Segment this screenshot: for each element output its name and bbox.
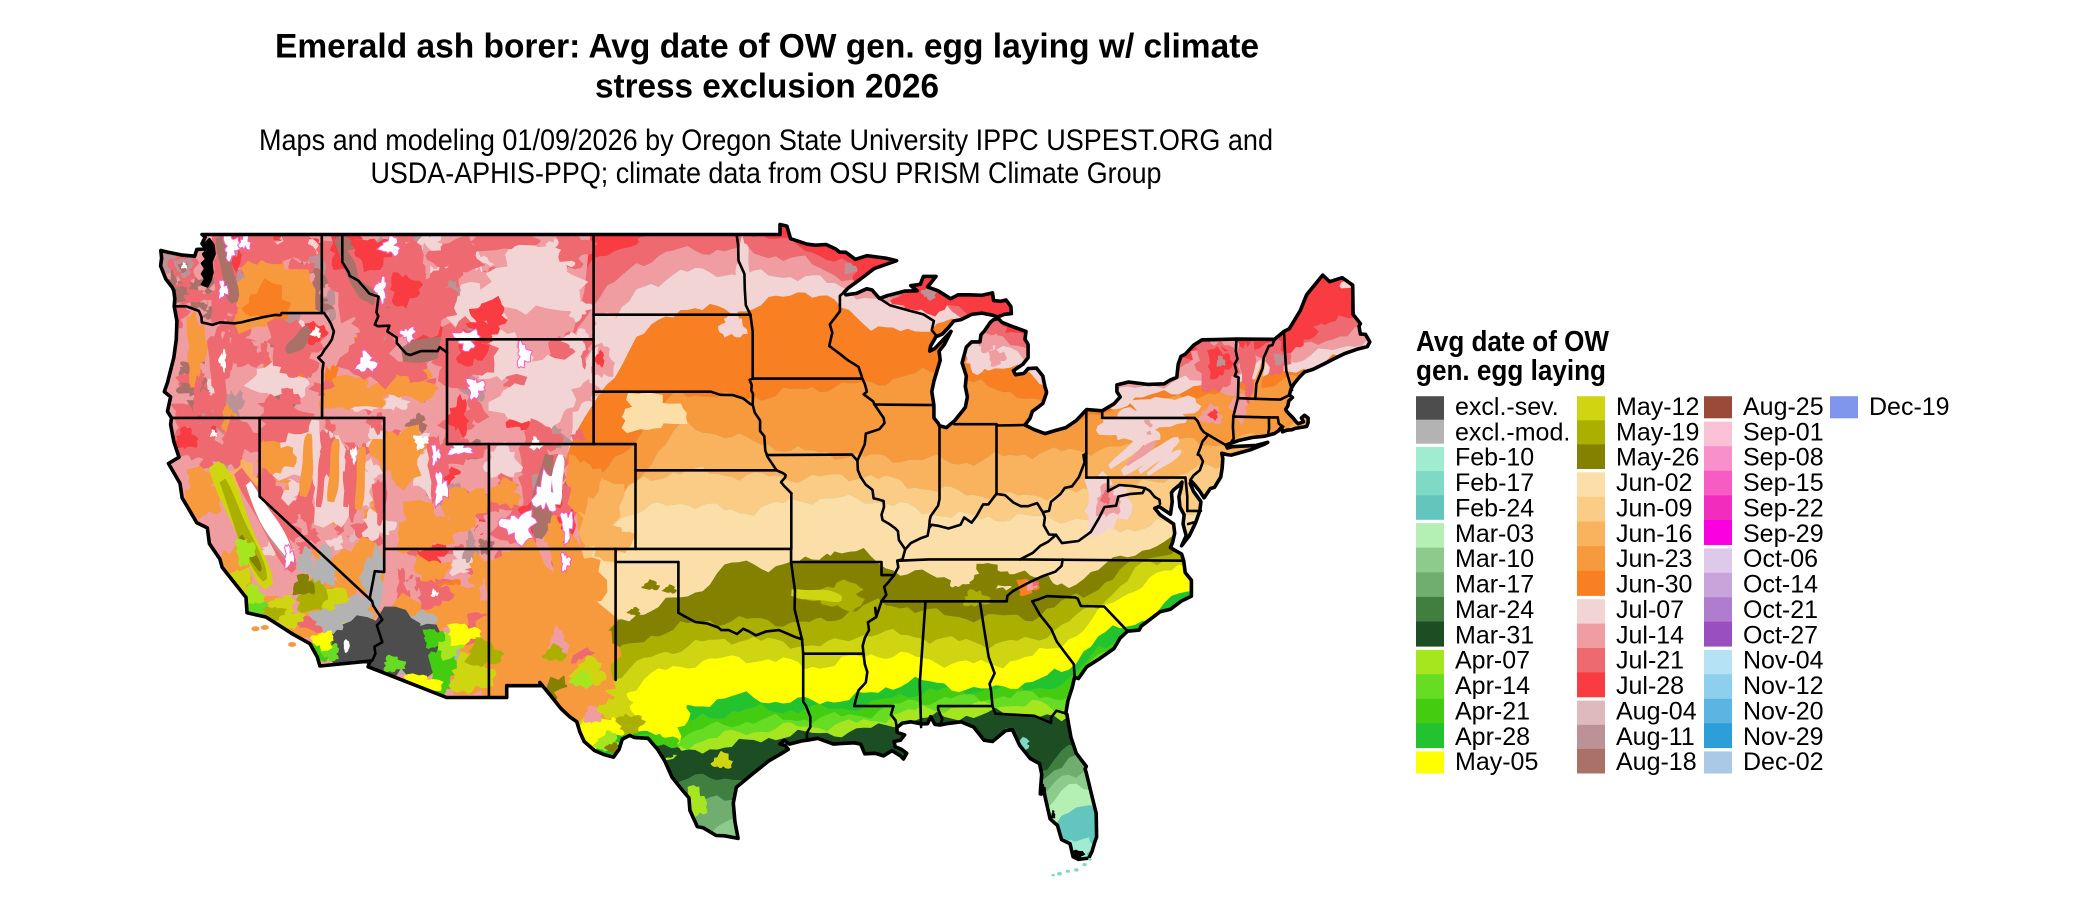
svg-text:USDA-APHIS-PPQ; climate data f: USDA-APHIS-PPQ; climate data from OSU PR… — [371, 157, 1162, 190]
svg-text:Maps and modeling 01/09/2026 b: Maps and modeling 01/09/2026 by Oregon S… — [259, 124, 1273, 157]
svg-text:gen. egg laying: gen. egg laying — [1416, 355, 1606, 387]
svg-text:Mar-17: Mar-17 — [1455, 571, 1534, 599]
svg-text:Oct-06: Oct-06 — [1743, 545, 1818, 573]
svg-text:Aug-18: Aug-18 — [1616, 748, 1697, 776]
svg-text:Oct-27: Oct-27 — [1743, 621, 1818, 649]
svg-text:Jul-07: Jul-07 — [1616, 596, 1684, 624]
svg-text:Sep-15: Sep-15 — [1743, 469, 1824, 497]
svg-text:Nov-12: Nov-12 — [1743, 672, 1824, 700]
svg-text:Sep-01: Sep-01 — [1743, 418, 1824, 446]
svg-text:Apr-14: Apr-14 — [1455, 672, 1530, 700]
svg-text:stress exclusion 2026: stress exclusion 2026 — [595, 68, 939, 106]
svg-text:Mar-10: Mar-10 — [1455, 545, 1534, 573]
svg-text:Jun-02: Jun-02 — [1616, 469, 1692, 497]
svg-text:Nov-29: Nov-29 — [1743, 723, 1824, 751]
svg-text:May-19: May-19 — [1616, 418, 1699, 446]
svg-text:Apr-28: Apr-28 — [1455, 723, 1530, 751]
svg-text:Feb-24: Feb-24 — [1455, 495, 1534, 523]
svg-text:Dec-19: Dec-19 — [1869, 393, 1950, 421]
svg-text:Dec-02: Dec-02 — [1743, 748, 1824, 776]
svg-text:Jun-23: Jun-23 — [1616, 545, 1692, 573]
svg-text:Apr-07: Apr-07 — [1455, 647, 1530, 675]
svg-text:Emerald ash borer: Avg date of: Emerald ash borer: Avg date of OW gen. e… — [275, 28, 1259, 66]
svg-text:Oct-21: Oct-21 — [1743, 596, 1818, 624]
svg-text:Jun-09: Jun-09 — [1616, 495, 1692, 523]
svg-text:Aug-11: Aug-11 — [1616, 723, 1695, 751]
svg-text:Jun-16: Jun-16 — [1616, 520, 1692, 548]
svg-text:Feb-10: Feb-10 — [1455, 444, 1534, 472]
svg-text:May-26: May-26 — [1616, 444, 1699, 472]
svg-text:Jun-30: Jun-30 — [1616, 571, 1692, 599]
svg-text:Nov-20: Nov-20 — [1743, 697, 1824, 725]
svg-text:Sep-29: Sep-29 — [1743, 520, 1824, 548]
svg-text:Nov-04: Nov-04 — [1743, 647, 1824, 675]
svg-text:Mar-03: Mar-03 — [1455, 520, 1534, 548]
svg-text:Feb-17: Feb-17 — [1455, 469, 1534, 497]
svg-text:Mar-31: Mar-31 — [1455, 621, 1534, 649]
svg-text:Sep-08: Sep-08 — [1743, 444, 1824, 472]
svg-text:May-12: May-12 — [1616, 393, 1699, 421]
svg-text:Jul-21: Jul-21 — [1616, 647, 1684, 675]
svg-text:Aug-25: Aug-25 — [1743, 393, 1824, 421]
svg-text:Apr-21: Apr-21 — [1455, 697, 1530, 725]
svg-text:Jul-28: Jul-28 — [1616, 672, 1684, 700]
svg-text:May-05: May-05 — [1455, 748, 1538, 776]
svg-text:Avg date of OW: Avg date of OW — [1416, 326, 1610, 358]
svg-text:Aug-04: Aug-04 — [1616, 697, 1697, 725]
svg-text:excl.-sev.: excl.-sev. — [1455, 393, 1559, 421]
svg-text:Mar-24: Mar-24 — [1455, 596, 1534, 624]
svg-text:Sep-22: Sep-22 — [1743, 495, 1824, 523]
svg-text:excl.-mod.: excl.-mod. — [1455, 418, 1570, 446]
svg-text:Jul-14: Jul-14 — [1616, 621, 1684, 649]
svg-text:Oct-14: Oct-14 — [1743, 571, 1818, 599]
